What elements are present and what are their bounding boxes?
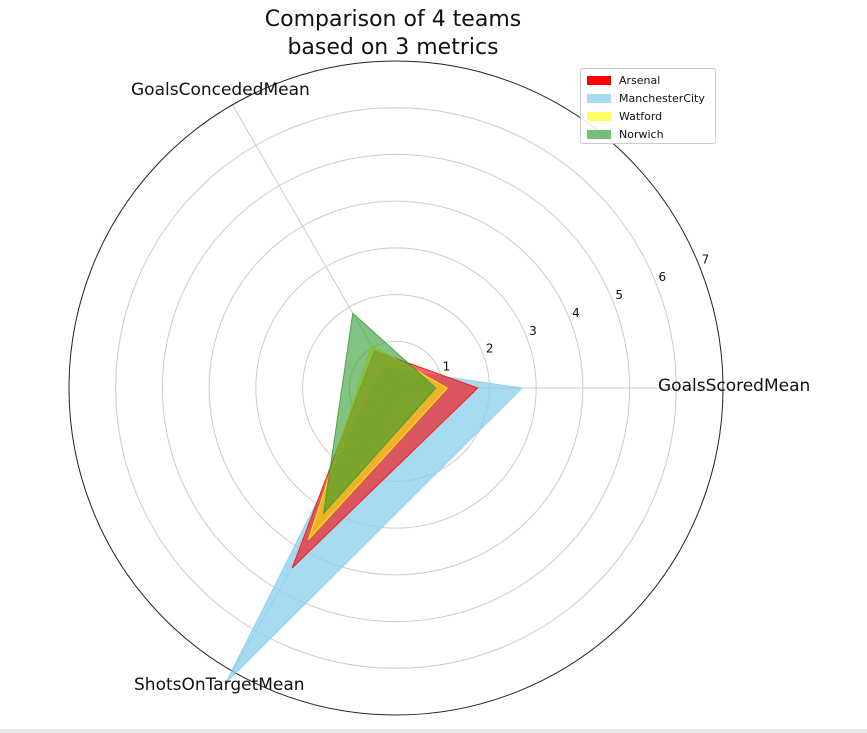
legend-swatch-manchestercity (587, 93, 611, 103)
axis-label-goals-conceded: GoalsConcededMean (131, 80, 310, 100)
radial-tick-label-2: 2 (486, 342, 494, 356)
radial-tick-label-1: 1 (443, 360, 451, 374)
legend-label-manchestercity: ManchesterCity (619, 91, 705, 105)
radial-tick-label-4: 4 (572, 306, 580, 320)
bottom-strip (0, 729, 867, 733)
radial-tick-label-6: 6 (658, 270, 666, 284)
axis-label-goals-scored: GoalsScoredMean (658, 376, 811, 396)
legend-item-manchestercity: ManchesterCity (587, 89, 709, 107)
legend-item-watford: Watford (587, 107, 709, 125)
radial-tick-label-3: 3 (529, 324, 537, 338)
radial-tick-label-7: 7 (702, 252, 710, 266)
series-area-norwich (322, 312, 437, 515)
legend-label-watford: Watford (619, 109, 663, 123)
legend-swatch-watford (587, 111, 611, 121)
chart-title: Comparison of 4 teams based on 3 metrics (264, 7, 522, 60)
legend-swatch-arsenal (587, 75, 611, 85)
axis-label-shots-on-target: ShotsOnTargetMean (134, 675, 305, 695)
legend-label-norwich: Norwich (619, 127, 664, 141)
legend: Arsenal ManchesterCity Watford Norwich (580, 68, 716, 144)
legend-item-arsenal: Arsenal (587, 71, 709, 89)
outer-frame-circle (68, 60, 724, 716)
radial-tick-label-5: 5 (615, 288, 623, 302)
legend-item-norwich: Norwich (587, 125, 709, 143)
series-area-manchestercity (225, 367, 524, 684)
legend-label-arsenal: Arsenal (619, 73, 661, 87)
legend-swatch-norwich (587, 129, 611, 139)
